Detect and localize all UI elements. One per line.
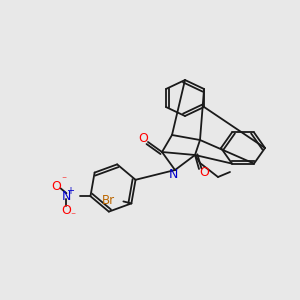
Text: O: O	[52, 180, 61, 193]
Text: O: O	[138, 131, 148, 145]
Text: N: N	[168, 169, 178, 182]
Text: O: O	[199, 167, 209, 179]
Text: Br: Br	[102, 194, 116, 207]
Text: ⁻: ⁻	[61, 175, 66, 185]
Text: ⁻: ⁻	[70, 211, 75, 221]
Text: +: +	[66, 186, 74, 196]
Text: O: O	[61, 204, 71, 217]
Text: N: N	[62, 190, 71, 203]
